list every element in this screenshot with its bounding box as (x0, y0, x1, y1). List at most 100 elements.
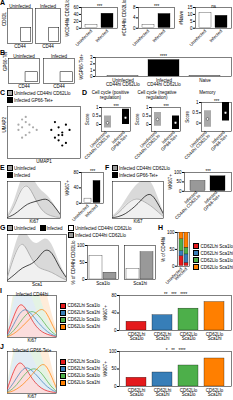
svg-text:Infected: Infected (94, 28, 109, 43)
svg-text:%CD44hi CD62Llo: %CD44hi CD62Llo (65, 0, 70, 37)
svg-text:5: 5 (190, 19, 193, 24)
svg-text:8: 8 (133, 5, 136, 10)
svg-text:15: 15 (187, 5, 193, 10)
svg-text:0: 0 (114, 328, 117, 333)
svg-text:***: *** (90, 169, 96, 174)
svg-text:1: 1 (96, 105, 99, 110)
svg-text:1: 1 (146, 105, 149, 110)
svg-text:Infected CD44hi: Infected CD44hi (16, 292, 48, 297)
svg-text:100: 100 (174, 170, 182, 175)
svg-text:0: 0 (82, 277, 85, 282)
svg-text:0: 0 (90, 74, 93, 79)
svg-text:UninfectedCD44hi CD62Llo: UninfectedCD44hi CD62Llo (80, 130, 111, 161)
svg-text:Ki67: Ki67 (27, 338, 37, 343)
svg-text:4: 4 (133, 15, 136, 20)
svg-text:0: 0 (146, 122, 149, 127)
svg-text:CD62LloSca1hi: CD62LloSca1hi (206, 388, 224, 398)
svg-text:50: 50 (169, 247, 175, 252)
svg-text:Infected: Infected (151, 28, 166, 43)
svg-text:40: 40 (73, 12, 79, 17)
svg-text:100: 100 (77, 243, 85, 248)
svg-text:0: 0 (114, 384, 117, 389)
svg-text:Infected: Infected (208, 28, 223, 43)
svg-text:Ki67: Ki67 (27, 394, 37, 399)
svg-text:UninfectedCD44hi CD62Llo: UninfectedCD44hi CD62Llo (106, 78, 140, 88)
svg-text:% of CD44hi CD62Llo: % of CD44hi CD62Llo (71, 240, 76, 285)
svg-text:****: **** (160, 54, 167, 59)
svg-text:0: 0 (96, 122, 99, 127)
svg-text:80: 80 (73, 170, 79, 175)
svg-text:***: *** (163, 104, 169, 109)
svg-text:* ** ****: * ** **** (166, 348, 186, 353)
svg-text:Ki67: Ki67 (29, 219, 39, 224)
svg-text:Uninfected: Uninfected (9, 4, 31, 9)
svg-text:Uninfected: Uninfected (131, 28, 150, 47)
svg-text:Sca1lo: Sca1lo (96, 281, 110, 286)
svg-text:50: 50 (176, 179, 182, 184)
svg-text:***: *** (113, 104, 119, 109)
svg-text:Score: Score (85, 113, 90, 125)
svg-text:40: 40 (111, 310, 117, 315)
svg-text:UMAP1: UMAP1 (36, 159, 52, 164)
svg-text:CD62L: CD62L (2, 11, 7, 26)
svg-text:%Ki67+: %Ki67+ (65, 180, 70, 196)
svg-text:CD62LhiSca1hi: CD62LhiSca1hi (154, 388, 172, 398)
svg-text:** *** ****: ** *** **** (164, 292, 188, 297)
svg-text:CD62LhiSca1hi: CD62LhiSca1hi (154, 332, 172, 342)
svg-text:100: 100 (167, 230, 175, 235)
svg-text:0: 0 (172, 264, 175, 269)
svg-text:Infected: Infected (40, 4, 57, 9)
svg-text:Score: Score (185, 111, 190, 123)
svg-text:CD44: CD44 (14, 44, 26, 49)
svg-text:CD62LloSca1lo: CD62LloSca1lo (180, 388, 198, 398)
svg-text:CD62LhiSca1lo: CD62LhiSca1lo (128, 332, 146, 342)
svg-text:CD62LhiSca1lo: CD62LhiSca1lo (128, 388, 146, 398)
svg-text:InfectedGP66-Tet+: InfectedGP66-Tet+ (107, 130, 129, 152)
svg-text:100: 100 (109, 349, 117, 354)
svg-text:50: 50 (111, 366, 117, 371)
svg-text:Infected GP66-Tet+: Infected GP66-Tet+ (13, 348, 52, 353)
svg-text:Score: Score (135, 113, 140, 125)
svg-text:%Ki67+: %Ki67+ (103, 361, 108, 377)
svg-text:CD62LloSca1hi: CD62LloSca1hi (206, 332, 224, 342)
svg-text:%GP66-Tet+: %GP66-Tet+ (79, 54, 84, 80)
svg-text:0: 0 (196, 121, 199, 126)
svg-text:***: *** (154, 4, 160, 9)
svg-text:0.5: 0.5 (142, 113, 149, 118)
svg-text:0.5: 0.5 (192, 110, 199, 115)
svg-text:InfectedGP66-Tet+: InfectedGP66-Tet+ (207, 130, 229, 152)
svg-text:#CD44hi CD62Llo: #CD44hi CD62Llo (122, 0, 127, 36)
svg-text:10: 10 (187, 12, 193, 17)
svg-text:80: 80 (111, 293, 117, 298)
svg-text:40: 40 (73, 185, 79, 190)
svg-text:1: 1 (196, 100, 199, 105)
svg-text:UninfectedCD44hi CD62Llo: UninfectedCD44hi CD62Llo (180, 130, 211, 161)
svg-text:Sca1: Sca1 (32, 282, 43, 287)
svg-text:%Ki67+: %Ki67+ (168, 174, 173, 190)
svg-text:CD44: CD44 (53, 84, 65, 89)
svg-text:***: *** (97, 4, 103, 9)
svg-text:0: 0 (76, 201, 79, 206)
svg-text:0.5: 0.5 (92, 113, 99, 118)
svg-text:50: 50 (79, 260, 85, 265)
svg-text:0: 0 (190, 26, 193, 31)
svg-text:Uninfected: Uninfected (188, 28, 207, 47)
svg-text:Sca1hi: Sca1hi (133, 281, 147, 286)
svg-text:%Ki67+: %Ki67+ (103, 305, 108, 321)
svg-text:#Naive: #Naive (179, 10, 184, 25)
svg-text:3: 3 (90, 55, 93, 60)
svg-text:InfectedGP66-Tet+: InfectedGP66-Tet+ (157, 130, 179, 152)
svg-text:InfectedGP66-Tet+: InfectedGP66-Tet+ (199, 190, 221, 212)
svg-text:CD44: CD44 (18, 84, 30, 89)
svg-text:20: 20 (73, 19, 79, 24)
svg-text:Naive: Naive (199, 78, 211, 83)
svg-text:***: *** (214, 99, 220, 104)
svg-text:ns: ns (211, 4, 217, 9)
svg-text:Uninfected: Uninfected (13, 54, 35, 59)
svg-text:0: 0 (76, 26, 79, 31)
svg-text:2: 2 (90, 61, 93, 66)
svg-text:Infected: Infected (51, 54, 68, 59)
svg-text:1: 1 (90, 68, 93, 73)
svg-text:0: 0 (179, 189, 182, 194)
svg-text:Infected: Infected (84, 203, 99, 218)
